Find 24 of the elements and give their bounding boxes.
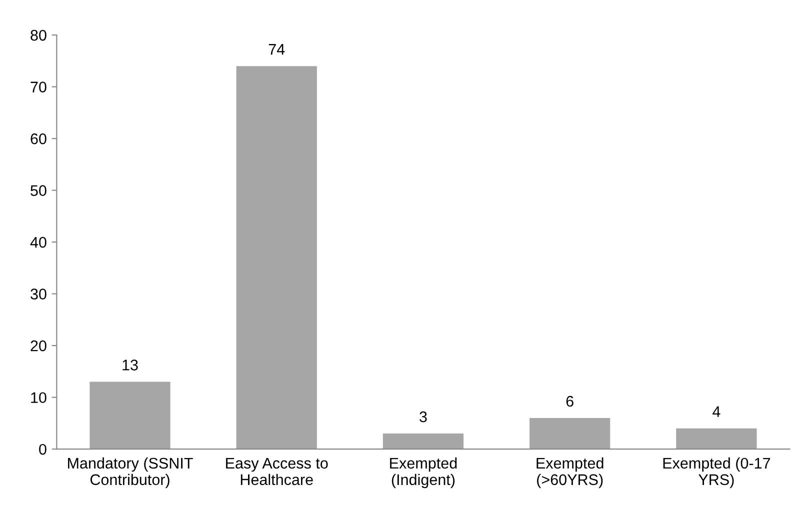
bar	[236, 66, 317, 450]
x-tick-label: Exempted (>60YRS)	[536, 457, 604, 488]
bar	[676, 428, 757, 450]
y-tick-label: 80	[30, 30, 46, 41]
y-tick-label: 40	[30, 236, 46, 248]
y-tick-label: 50	[30, 185, 46, 196]
y-tick-label: 0	[39, 444, 46, 455]
x-tick-label: Mandatory (SSNIT Contributor)	[68, 457, 193, 488]
data-label: 74	[268, 44, 285, 55]
y-tick-label: 30	[30, 288, 46, 300]
y-tick-label: 20	[30, 340, 46, 352]
x-tick-label: Exempted (0-17 YRS)	[663, 457, 770, 488]
bar	[530, 418, 610, 450]
data-label: 4	[712, 406, 720, 417]
bar	[382, 434, 464, 450]
x-tick-label: Exempted (Indigent)	[390, 457, 457, 488]
data-label: 13	[122, 360, 138, 370]
y-tick-label: 10	[31, 392, 46, 404]
x-tick-label: Easy Access to Healthcare	[226, 458, 328, 486]
y-tick-label: 60	[30, 133, 46, 144]
y-tick-label: 70	[30, 82, 46, 92]
bar	[90, 382, 170, 450]
data-label: 6	[566, 396, 574, 407]
data-label: 3	[420, 411, 427, 422]
